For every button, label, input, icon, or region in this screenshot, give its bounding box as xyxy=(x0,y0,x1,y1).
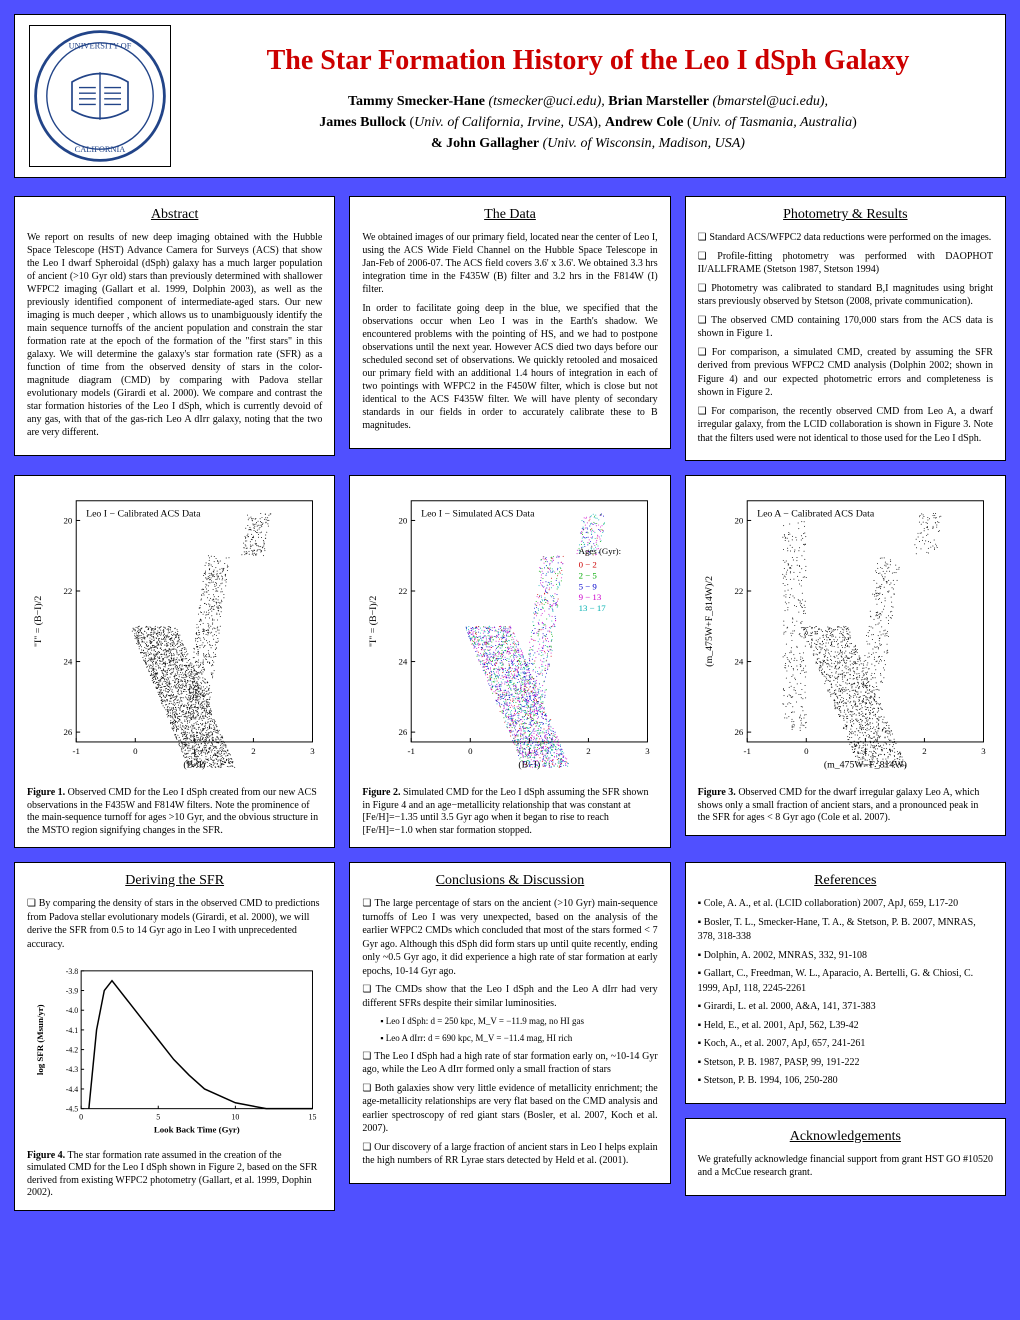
svg-text:24: 24 xyxy=(63,657,72,667)
figure1-plot: Leo I − Calibrated ACS Data20222426-1012… xyxy=(27,486,322,781)
phot-b3: Photometry was calibrated to standard B,… xyxy=(698,283,993,308)
figure2-plot: Leo I − Simulated ACS Data20222426-10123… xyxy=(362,486,657,781)
data-p2: In order to facilitate going deep in the… xyxy=(362,302,657,432)
svg-text:Leo I − Simulated ACS Data: Leo I − Simulated ACS Data xyxy=(421,509,535,520)
svg-text:Leo I − Calibrated ACS Data: Leo I − Calibrated ACS Data xyxy=(86,509,201,520)
svg-text:"I" = (B−I)/2: "I" = (B−I)/2 xyxy=(368,596,379,647)
svg-text:26: 26 xyxy=(63,727,72,737)
university-seal: UNIVERSITY OF CALIFORNIA xyxy=(29,25,171,167)
conc-sub2: Leo A dIrr: d = 690 kpc, M_V = −11.4 mag… xyxy=(386,1033,572,1043)
ack-title: Acknowledgements xyxy=(698,1129,993,1145)
conc-b3: The Leo I dSph had a high rate of star f… xyxy=(362,1051,657,1076)
data-title: The Data xyxy=(362,207,657,223)
conc-sub1: Leo I dSph: d = 250 kpc, M_V = −11.9 mag… xyxy=(386,1016,584,1026)
references-list: ▪ Cole, A. A., et al. (LCID collaboratio… xyxy=(698,897,993,1089)
photometry-box: Photometry & Results ❏ Standard ACS/WFPC… xyxy=(685,196,1006,461)
author-list: Tammy Smecker-Hane (tsmecker@uci.edu), B… xyxy=(185,91,991,154)
figure3-box: Leo A − Calibrated ACS Data20222426-1012… xyxy=(685,475,1006,836)
figure2-box: Leo I − Simulated ACS Data20222426-10123… xyxy=(349,475,670,848)
svg-text:3: 3 xyxy=(310,746,315,756)
figure1-caption: Figure 1. Observed CMD for the Leo I dSp… xyxy=(27,787,322,837)
figure2-caption: Figure 2. Simulated CMD for the Leo I dS… xyxy=(362,787,657,837)
deriving-box: Deriving the SFR ❏ By comparing the dens… xyxy=(14,862,335,1210)
ack-text: We gratefully acknowledge financial supp… xyxy=(698,1153,993,1179)
photometry-title: Photometry & Results xyxy=(698,207,993,223)
abstract-box: Abstract We report on results of new dee… xyxy=(14,196,335,456)
poster-title: The Star Formation History of the Leo I … xyxy=(185,45,991,77)
deriving-title: Deriving the SFR xyxy=(27,873,322,889)
data-box: The Data We obtained images of our prima… xyxy=(349,196,670,449)
references-box: References ▪ Cole, A. A., et al. (LCID c… xyxy=(685,862,1006,1104)
svg-text:22: 22 xyxy=(63,586,72,596)
references-title: References xyxy=(698,873,993,889)
svg-text:20: 20 xyxy=(399,515,408,525)
svg-text:CALIFORNIA: CALIFORNIA xyxy=(75,145,126,154)
abstract-title: Abstract xyxy=(27,207,322,223)
svg-text:24: 24 xyxy=(399,657,408,667)
phot-b2: Profile-fitting photometry was performed… xyxy=(698,251,993,276)
conclusions-title: Conclusions & Discussion xyxy=(362,873,657,889)
data-p1: We obtained images of our primary field,… xyxy=(362,231,657,296)
figure4-caption: Figure 4. The star formation rate assume… xyxy=(27,1150,322,1200)
figure3-plot: Leo A − Calibrated ACS Data20222426-1012… xyxy=(698,486,993,781)
svg-text:-1: -1 xyxy=(73,746,80,756)
poster-header: UNIVERSITY OF CALIFORNIA The Star Format… xyxy=(14,14,1006,178)
phot-b5: For comparison, a simulated CMD, created… xyxy=(698,347,993,399)
abstract-text: We report on results of new deep imaging… xyxy=(27,231,322,439)
figure4-plot: -4.5-4.4-4.3-4.2-4.1-4.0-3.9-3.8051015Lo… xyxy=(27,961,322,1143)
svg-text:2: 2 xyxy=(587,746,591,756)
acknowledgements-box: Acknowledgements We gratefully acknowled… xyxy=(685,1118,1006,1196)
svg-text:UNIVERSITY OF: UNIVERSITY OF xyxy=(69,41,132,50)
svg-text:0: 0 xyxy=(468,746,473,756)
conc-b5: Our discovery of a large fraction of anc… xyxy=(362,1142,657,1167)
svg-text:2: 2 xyxy=(251,746,255,756)
conc-b2: The CMDs show that the Leo I dSph and th… xyxy=(362,984,657,1009)
svg-text:22: 22 xyxy=(399,586,408,596)
svg-text:26: 26 xyxy=(399,727,408,737)
figure1-box: Leo I − Calibrated ACS Data20222426-1012… xyxy=(14,475,335,848)
phot-b6: For comparison, the recently observed CM… xyxy=(698,406,993,444)
phot-b1: Standard ACS/WFPC2 data reductions were … xyxy=(709,232,991,243)
conc-b1: The large percentage of stars on the anc… xyxy=(362,898,657,977)
conc-b4: Both galaxies show very little evidence … xyxy=(362,1083,657,1135)
svg-text:"I" = (B−I)/2: "I" = (B−I)/2 xyxy=(33,596,44,647)
phot-b4: The observed CMD containing 170,000 star… xyxy=(698,315,993,340)
svg-text:20: 20 xyxy=(63,515,72,525)
deriving-b1: By comparing the density of stars in the… xyxy=(27,898,320,950)
figure3-caption: Figure 3. Observed CMD for the dwarf irr… xyxy=(698,787,993,825)
conclusions-box: Conclusions & Discussion ❏ The large per… xyxy=(349,862,670,1183)
svg-text:-1: -1 xyxy=(408,746,415,756)
svg-text:0: 0 xyxy=(133,746,138,756)
svg-text:3: 3 xyxy=(646,746,651,756)
